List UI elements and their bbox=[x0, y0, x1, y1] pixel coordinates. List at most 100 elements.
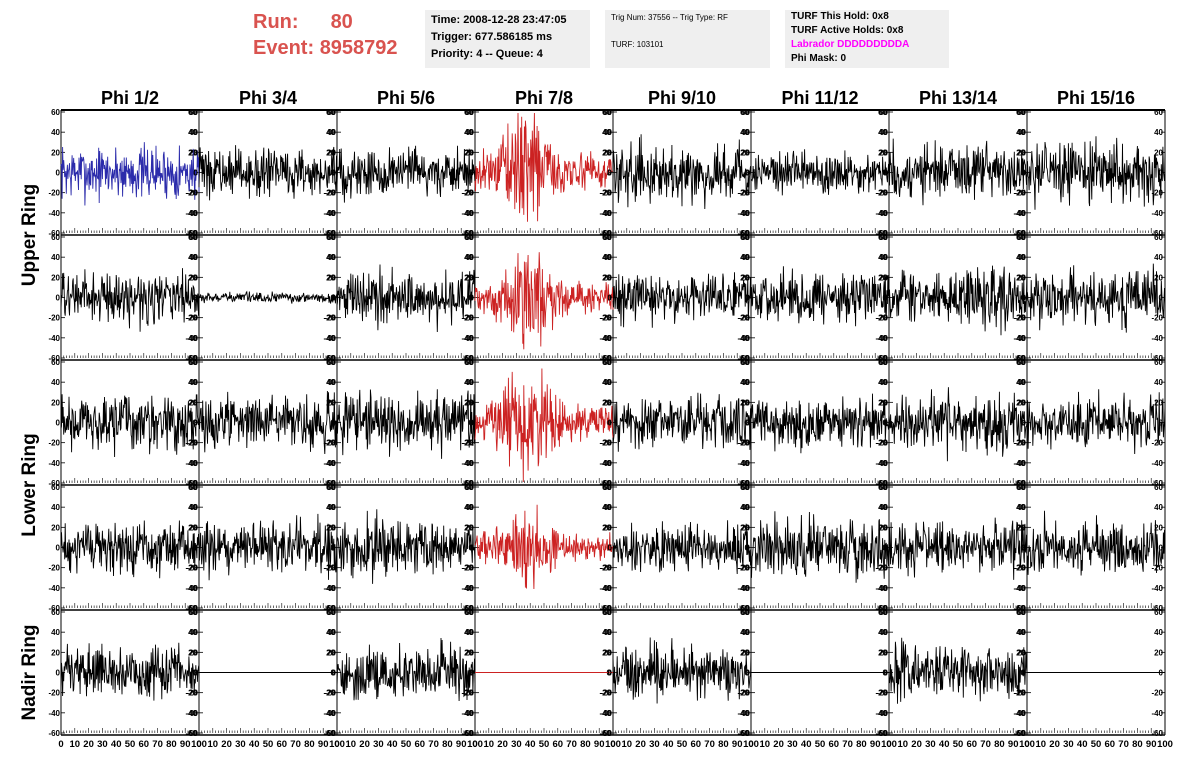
y-tick-label: 40 bbox=[51, 628, 60, 637]
x-tick-label: 30 bbox=[373, 739, 384, 750]
y-tick-label-right: 60 bbox=[1154, 233, 1163, 242]
y-tick-label-right: -20 bbox=[737, 689, 749, 698]
x-tick-label: 80 bbox=[1132, 739, 1143, 750]
y-tick-label: 60 bbox=[1017, 608, 1026, 617]
x-tick-label: 90 bbox=[870, 739, 881, 750]
x-tick-label: 20 bbox=[221, 739, 232, 750]
x-tick-label: 70 bbox=[152, 739, 163, 750]
y-tick-label-right: -40 bbox=[323, 709, 335, 718]
y-tick-label-right: 60 bbox=[1154, 108, 1163, 117]
y-tick-label-right: -20 bbox=[737, 189, 749, 198]
x-tick-label: 100 bbox=[1019, 739, 1035, 750]
y-tick-label: 0 bbox=[56, 169, 61, 178]
y-tick-label-right: 40 bbox=[878, 628, 887, 637]
y-tick-label-right: -20 bbox=[185, 314, 197, 323]
y-tick-label-right: 40 bbox=[740, 253, 749, 262]
y-tick-label: -60 bbox=[738, 729, 750, 738]
x-tick-label: 0 bbox=[1024, 739, 1029, 750]
y-tick-label: -20 bbox=[48, 189, 60, 198]
y-tick-label-right: 40 bbox=[878, 378, 887, 387]
y-tick-label-right: -60 bbox=[875, 604, 887, 613]
y-tick-label-right: 60 bbox=[188, 108, 197, 117]
y-tick-label: -60 bbox=[462, 479, 474, 488]
y-tick-label: 60 bbox=[741, 108, 750, 117]
y-tick-label-right: -20 bbox=[185, 564, 197, 573]
y-tick-label: -40 bbox=[738, 334, 750, 343]
y-tick-label-right: -60 bbox=[599, 729, 611, 738]
y-tick-label: 60 bbox=[327, 358, 336, 367]
waveform-trace bbox=[474, 504, 614, 590]
x-tick-label: 70 bbox=[1118, 739, 1129, 750]
run-value: 80 bbox=[330, 11, 353, 33]
waveform-trace bbox=[60, 142, 200, 206]
y-tick-label: 60 bbox=[879, 608, 888, 617]
y-tick-label-right: -40 bbox=[1013, 584, 1025, 593]
y-tick-label-right: -40 bbox=[185, 709, 197, 718]
turf-info-box: TURF This Hold: 0x8 TURF Active Holds: 0… bbox=[785, 10, 949, 68]
y-tick-label-right: 40 bbox=[602, 128, 611, 137]
y-tick-label-right: 20 bbox=[188, 648, 197, 657]
y-tick-label-right: 0 bbox=[745, 419, 750, 428]
turf-text: TURF: 103101 bbox=[611, 40, 664, 49]
y-tick-label: -20 bbox=[48, 314, 60, 323]
y-tick-label-right: 40 bbox=[188, 503, 197, 512]
x-tick-label: 10 bbox=[898, 739, 909, 750]
y-tick-label-right: -60 bbox=[1013, 604, 1025, 613]
x-tick-label: 80 bbox=[580, 739, 591, 750]
y-tick-label-right: -60 bbox=[461, 729, 473, 738]
y-tick-label: 60 bbox=[603, 233, 612, 242]
y-tick-label: 40 bbox=[1017, 253, 1026, 262]
y-tick-label: 0 bbox=[332, 169, 337, 178]
y-tick-label: 20 bbox=[879, 648, 888, 657]
x-tick-label: 50 bbox=[401, 739, 412, 750]
y-tick-label: -40 bbox=[186, 709, 198, 718]
x-tick-label: 40 bbox=[801, 739, 812, 750]
y-tick-label-right: 60 bbox=[878, 483, 887, 492]
y-tick-label: 0 bbox=[608, 669, 613, 678]
y-tick-label: -60 bbox=[48, 479, 60, 488]
y-tick-label: -60 bbox=[600, 354, 612, 363]
y-tick-label-right: 60 bbox=[188, 608, 197, 617]
y-tick-label-right: 60 bbox=[1154, 483, 1163, 492]
y-tick-label-right: 60 bbox=[878, 233, 887, 242]
x-tick-label: 40 bbox=[111, 739, 122, 750]
y-tick-label-right: 0 bbox=[193, 419, 198, 428]
waveform-trace bbox=[750, 266, 890, 327]
y-tick-label-right: 20 bbox=[1154, 273, 1163, 282]
x-tick-label: 90 bbox=[456, 739, 467, 750]
waveform-trace bbox=[198, 390, 338, 455]
y-tick-label: 0 bbox=[746, 544, 751, 553]
y-tick-label-right: 60 bbox=[188, 233, 197, 242]
y-tick-label: -20 bbox=[600, 564, 612, 573]
y-tick-label-right: -20 bbox=[1151, 314, 1163, 323]
y-tick-label: 40 bbox=[327, 378, 336, 387]
x-tick-label: 0 bbox=[334, 739, 339, 750]
y-tick-label-right: 20 bbox=[1154, 523, 1163, 532]
y-tick-label: -60 bbox=[324, 604, 336, 613]
y-tick-label: -20 bbox=[876, 564, 888, 573]
y-tick-label: 0 bbox=[884, 294, 889, 303]
y-tick-label: -40 bbox=[324, 459, 336, 468]
y-tick-label: -20 bbox=[186, 189, 198, 198]
y-tick-label-right: 20 bbox=[1016, 523, 1025, 532]
y-tick-label: 0 bbox=[746, 669, 751, 678]
y-tick-label-right: -60 bbox=[737, 229, 749, 238]
y-tick-label: -20 bbox=[1014, 314, 1026, 323]
y-tick-label: -60 bbox=[48, 229, 60, 238]
y-tick-label-right: -60 bbox=[1151, 229, 1163, 238]
y-tick-label: 0 bbox=[56, 544, 61, 553]
y-tick-label: -20 bbox=[324, 314, 336, 323]
waveform-trace bbox=[888, 517, 1028, 580]
y-tick-label-right: -20 bbox=[875, 564, 887, 573]
y-tick-label: -60 bbox=[876, 604, 888, 613]
y-tick-label: -60 bbox=[462, 729, 474, 738]
y-tick-label: -40 bbox=[186, 584, 198, 593]
y-tick-label-right: -40 bbox=[323, 584, 335, 593]
y-tick-label-right: 20 bbox=[188, 273, 197, 282]
x-tick-label: 40 bbox=[1077, 739, 1088, 750]
y-tick-label-right: 60 bbox=[1016, 483, 1025, 492]
x-tick-label: 20 bbox=[635, 739, 646, 750]
x-tick-label: 0 bbox=[748, 739, 753, 750]
y-tick-label: -60 bbox=[186, 479, 198, 488]
y-tick-label-right: -40 bbox=[185, 334, 197, 343]
